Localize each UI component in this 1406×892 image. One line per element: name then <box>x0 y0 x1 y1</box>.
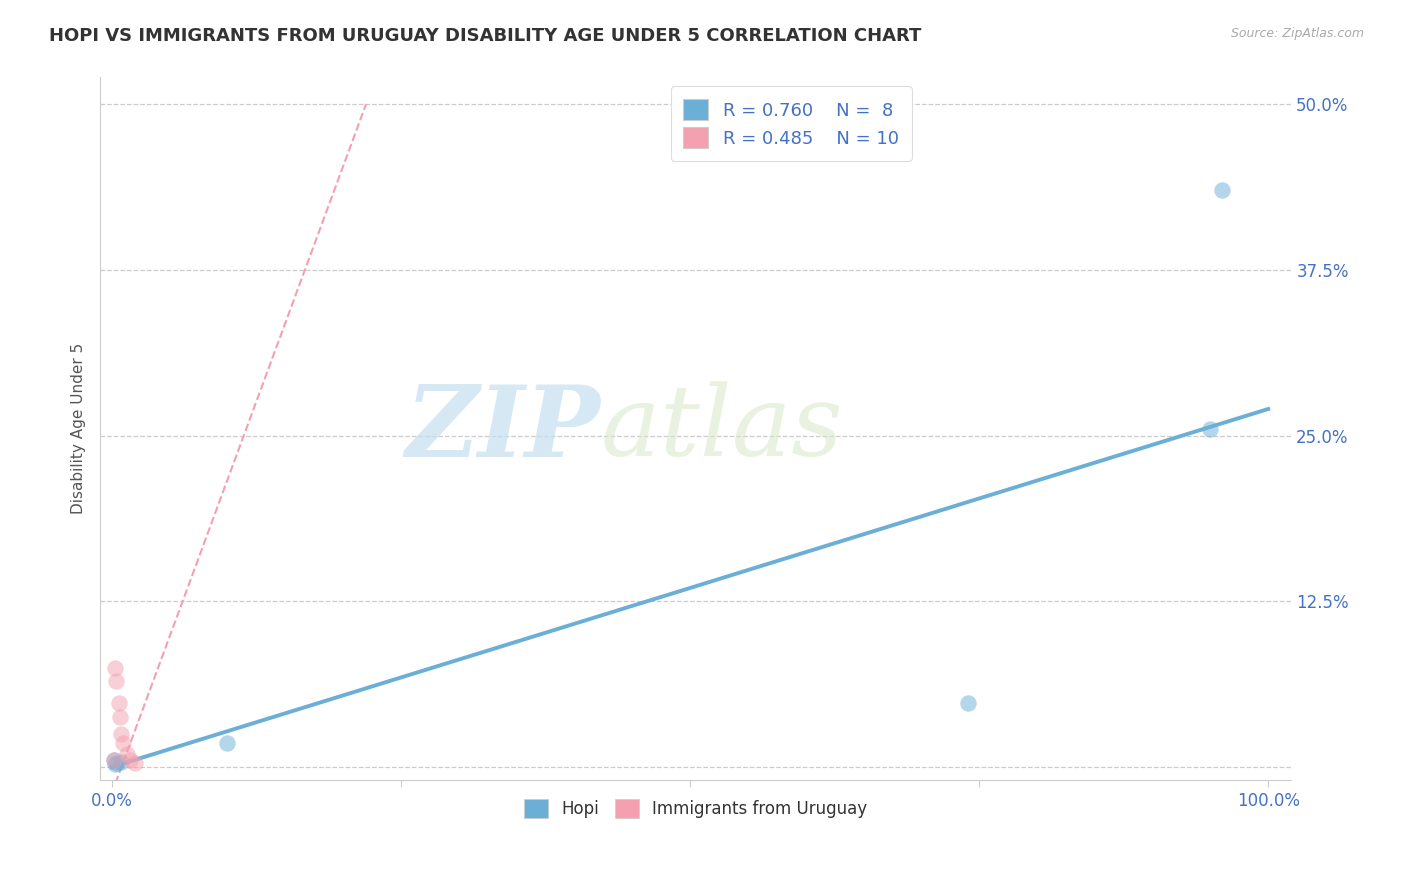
Point <box>108 709 131 723</box>
Point <box>104 660 127 674</box>
Y-axis label: Disability Age Under 5: Disability Age Under 5 <box>72 343 86 515</box>
Point <box>105 673 128 688</box>
Text: HOPI VS IMMIGRANTS FROM URUGUAY DISABILITY AGE UNDER 5 CORRELATION CHART: HOPI VS IMMIGRANTS FROM URUGUAY DISABILI… <box>49 27 921 45</box>
Point <box>1199 422 1222 436</box>
Point <box>103 753 125 767</box>
Point <box>115 747 138 761</box>
Point <box>112 736 135 750</box>
Point <box>110 727 132 741</box>
Point <box>103 753 125 767</box>
Text: Source: ZipAtlas.com: Source: ZipAtlas.com <box>1230 27 1364 40</box>
Point <box>104 757 127 772</box>
Point <box>124 756 146 770</box>
Point <box>217 736 239 750</box>
Point <box>1211 183 1233 197</box>
Point <box>956 697 979 711</box>
Text: atlas: atlas <box>600 381 844 476</box>
Legend: Hopi, Immigrants from Uruguay: Hopi, Immigrants from Uruguay <box>517 792 875 825</box>
Text: ZIP: ZIP <box>405 381 600 477</box>
Point <box>110 755 132 769</box>
Point <box>107 697 129 711</box>
Point <box>120 753 142 767</box>
Point <box>107 756 129 770</box>
